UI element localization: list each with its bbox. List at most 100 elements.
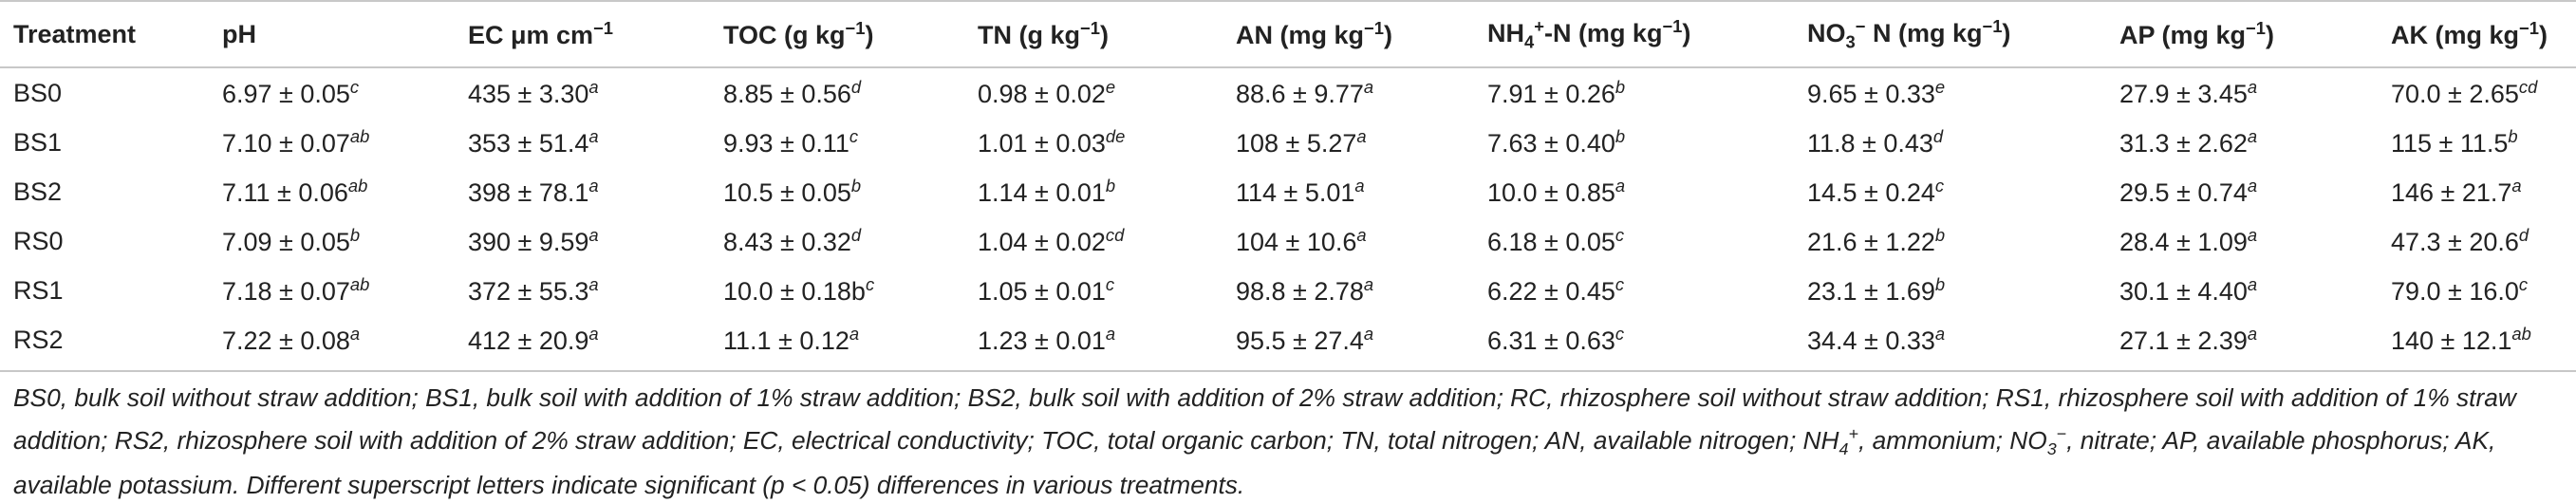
significance-letter: a	[1105, 324, 1116, 344]
supscript: −1	[2519, 18, 2539, 38]
significance-letter: a	[1363, 274, 1374, 294]
cell: 29.5 ± 0.74a	[2106, 167, 2378, 216]
text: , ammonium; NO	[1857, 425, 2047, 455]
text: )	[865, 21, 874, 49]
text: )	[1099, 21, 1109, 49]
cell: 11.1 ± 0.12a	[710, 315, 964, 372]
cell-value: 353 ± 51.4	[468, 129, 589, 158]
column-header: NH4+-N (mg kg−1)	[1474, 0, 1794, 68]
supscript: −1	[593, 18, 613, 38]
text: NH	[1487, 18, 1524, 47]
supscript: −1	[1662, 15, 1683, 36]
footnote: BS0, bulk soil without straw addition; B…	[0, 372, 2576, 503]
column-header: TN (g kg−1)	[964, 0, 1223, 68]
cell: 47.3 ± 20.6d	[2378, 216, 2576, 266]
cell: 88.6 ± 9.77a	[1223, 67, 1474, 118]
text: NO	[1807, 18, 1846, 47]
significance-letter: cd	[2518, 77, 2538, 97]
cell-value: 1.04 ± 0.02	[978, 228, 1106, 256]
significance-letter: c	[349, 77, 360, 97]
significance-letter: a	[349, 324, 361, 344]
cell-value: 79.0 ± 16.0	[2391, 277, 2519, 306]
cell-value: 104 ± 10.6	[1236, 228, 1357, 256]
significance-letter: de	[1105, 126, 1126, 146]
cell-value: 9.65 ± 0.33	[1807, 80, 1935, 108]
supscript: +	[1534, 15, 1544, 36]
significance-letter: b	[1615, 77, 1626, 97]
significance-letter: a	[2511, 176, 2522, 196]
significance-letter: d	[2518, 225, 2529, 245]
significance-letter: a	[588, 225, 599, 245]
significance-letter: a	[1615, 176, 1626, 196]
significance-letter: c	[1615, 324, 1625, 344]
cell-value: 88.6 ± 9.77	[1236, 80, 1364, 108]
cell-value: 11.8 ± 0.43	[1807, 129, 1933, 158]
cell: 114 ± 5.01a	[1223, 167, 1474, 216]
cell-value: 140 ± 12.1	[2391, 326, 2512, 355]
significance-letter: a	[2247, 77, 2258, 97]
cell-value: BS2	[13, 177, 63, 206]
cell-value: 27.9 ± 3.45	[2119, 80, 2248, 108]
cell: 27.1 ± 2.39a	[2106, 315, 2378, 372]
cell-value: 372 ± 55.3	[468, 277, 589, 306]
cell-value: 98.8 ± 2.78	[1236, 277, 1364, 306]
text: pH	[222, 19, 256, 48]
cell-value: 10.0 ± 0.18b	[723, 277, 866, 306]
significance-letter: a	[588, 77, 599, 97]
cell-value: 6.22 ± 0.45	[1487, 277, 1615, 306]
cell: 7.63 ± 0.40b	[1474, 118, 1794, 167]
cell: 390 ± 9.59a	[455, 216, 710, 266]
cell-value: 14.5 ± 0.24	[1807, 178, 1935, 207]
cell-value: 7.11 ± 0.06	[222, 178, 348, 207]
significance-letter: d	[850, 225, 862, 245]
significance-letter: b	[1615, 126, 1626, 146]
text: TOC (g kg	[723, 21, 846, 49]
text: )	[1682, 18, 1691, 47]
supscript: −1	[845, 18, 866, 38]
cell: 10.0 ± 0.18bc	[710, 266, 964, 315]
cell-value: 398 ± 78.1	[468, 178, 589, 207]
text: N (mg kg	[1865, 18, 1983, 47]
significance-letter: c	[1934, 176, 1945, 196]
cell-value: 9.93 ± 0.11	[723, 129, 849, 158]
cell-value: 6.31 ± 0.63	[1487, 326, 1615, 355]
cell: 1.01 ± 0.03de	[964, 118, 1223, 167]
cell-value: RS1	[13, 275, 64, 305]
column-header: NO3− N (mg kg−1)	[1794, 0, 2106, 68]
cell: 98.8 ± 2.78a	[1223, 266, 1474, 315]
cell-value: 70.0 ± 2.65	[2391, 80, 2519, 108]
cell: 21.6 ± 1.22b	[1794, 216, 2106, 266]
cell-value: 1.05 ± 0.01	[978, 277, 1106, 306]
cell-value: 1.14 ± 0.01	[978, 178, 1106, 207]
cell: 1.14 ± 0.01b	[964, 167, 1223, 216]
significance-letter: c	[2518, 274, 2529, 294]
significance-letter: a	[1356, 225, 1367, 245]
cell-value: 146 ± 21.7	[2391, 178, 2512, 207]
subscript: 3	[1845, 31, 1856, 52]
cell: 34.4 ± 0.33a	[1794, 315, 2106, 372]
column-header: pH	[209, 0, 455, 68]
significance-letter: ab	[349, 126, 370, 146]
cell-value: 11.1 ± 0.12	[723, 326, 849, 355]
significance-letter: a	[849, 324, 860, 344]
cell: 31.3 ± 2.62a	[2106, 118, 2378, 167]
table-row: BS1 7.10 ± 0.07ab 353 ± 51.4a 9.93 ± 0.11c 1…	[0, 118, 2576, 167]
cell: 115 ± 11.5b	[2378, 118, 2576, 167]
significance-letter: b	[1934, 274, 1946, 294]
cell: 146 ± 21.7a	[2378, 167, 2576, 216]
cell-value: 7.22 ± 0.08	[222, 326, 350, 355]
significance-letter: b	[349, 225, 361, 245]
cell: 8.43 ± 0.32d	[710, 216, 964, 266]
row-label: RS2	[0, 315, 209, 372]
cell-value: 390 ± 9.59	[468, 228, 589, 256]
column-header: TOC (g kg−1)	[710, 0, 964, 68]
cell: 1.05 ± 0.01c	[964, 266, 1223, 315]
cell-value: 31.3 ± 2.62	[2119, 129, 2248, 158]
significance-letter: a	[1363, 77, 1374, 97]
column-header: Treatment	[0, 0, 209, 68]
cell: 95.5 ± 27.4a	[1223, 315, 1474, 372]
row-label: BS0	[0, 67, 209, 118]
significance-letter: a	[2247, 274, 2258, 294]
text: )	[1383, 21, 1392, 49]
